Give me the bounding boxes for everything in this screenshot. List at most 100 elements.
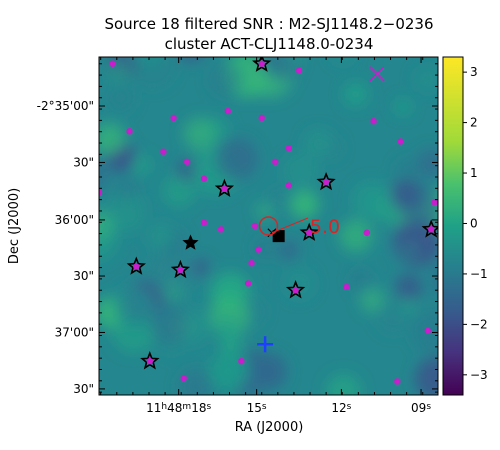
noise-blob (147, 222, 174, 249)
star-center-dot (221, 185, 228, 193)
noise-blob (132, 57, 164, 66)
star-center-dot (258, 60, 265, 67)
source-dot (363, 229, 371, 236)
noise-blob (150, 307, 189, 346)
noise-blob (267, 57, 299, 82)
colorbar-tick-label: −1 (470, 267, 488, 281)
x-tick-label: 12s (331, 401, 351, 415)
star-center-dot (146, 358, 154, 365)
y-tick-label: -2°35'00" (37, 99, 94, 113)
colorbar-tick-label: 2 (470, 116, 478, 130)
colorbar-gradient (442, 56, 464, 396)
source-dot (285, 182, 293, 189)
noise-blob (395, 158, 420, 183)
snr-annotation: 5.0 (310, 216, 340, 238)
y-tick-label: 30" (73, 269, 94, 283)
star-center-dot (322, 178, 330, 186)
noise-blob (395, 273, 423, 302)
source-dot (248, 259, 255, 267)
y-axis-label: Dec (J2000) (7, 188, 22, 264)
y-tick-label: 30" (73, 155, 94, 169)
source-dot (224, 107, 232, 115)
source-dot (238, 358, 245, 365)
source-dot (183, 158, 191, 165)
noise-blob (400, 241, 420, 260)
noise-blob (414, 357, 438, 395)
magenta-x-marker (369, 66, 385, 82)
source-dot (295, 67, 303, 74)
source-dot (200, 219, 208, 226)
source-dot (109, 60, 116, 67)
annotation-line (271, 217, 309, 234)
source-dot (397, 138, 404, 145)
noise-blob (351, 270, 372, 291)
noise-blob (352, 181, 391, 220)
noise-blob (178, 369, 214, 395)
star-marker (214, 178, 235, 198)
source-dot (258, 114, 265, 122)
source-markers (99, 57, 438, 385)
x-axis: 11h48m18s 15s 12s 09s (100, 57, 431, 415)
noise-blob (119, 288, 155, 324)
colorbar-tick-label: −2 (470, 317, 488, 331)
noise-blob (99, 209, 115, 240)
noise-blob (208, 352, 247, 391)
noise-blob (304, 129, 333, 157)
filled-star-marker (182, 234, 199, 250)
source-dot (272, 158, 279, 165)
blue-plus-marker (257, 336, 274, 353)
x-tick-label: 09s (411, 401, 431, 415)
noise-blob (149, 249, 194, 294)
y-tick-label: 37'00" (55, 325, 94, 339)
noise-blob (360, 288, 386, 313)
star-marker (252, 57, 272, 72)
noise-blob (162, 174, 196, 208)
colorbar-tick-label: −3 (470, 368, 488, 382)
noise-blob (343, 81, 369, 107)
colorbar-ticks: −3 −2 −1 0 1 2 3 (463, 65, 488, 382)
source-dot (255, 246, 262, 253)
source-dot (180, 374, 187, 382)
colorbar-tick-label: 0 (470, 216, 478, 230)
plot-frame (98, 56, 439, 396)
colorbar: −3 −2 −1 0 1 2 3 (442, 56, 488, 396)
colorbar-tick-label: 3 (470, 65, 478, 79)
noise-blob (255, 203, 272, 220)
star-center-dot (292, 287, 299, 294)
heatmap-field (99, 57, 438, 395)
y-tick-label: 30" (73, 382, 94, 396)
noise-blob (106, 189, 147, 230)
y-axis: -2°35'00" 30" 36'00" 30" 37'00" 30" (37, 63, 438, 396)
square-marker (272, 230, 285, 243)
star-center-dot (305, 229, 313, 236)
noise-blob (99, 160, 109, 192)
noise-blob (99, 123, 126, 155)
noise-blob (325, 373, 362, 395)
noise-blob (209, 63, 242, 96)
x-tick-label: 15s (247, 401, 267, 415)
source-dot (251, 222, 259, 230)
noise-blob (216, 319, 238, 341)
noise-blob (244, 347, 264, 367)
star-marker (285, 280, 306, 299)
star-center-dot (428, 226, 435, 233)
source-dot (394, 378, 401, 385)
noise-blob (332, 57, 354, 64)
noise-blob (129, 57, 176, 88)
noise-blob (255, 238, 275, 258)
plot-area: 5.0 (98, 56, 439, 396)
noise-blob (268, 188, 289, 208)
source-dot (126, 128, 133, 135)
noise-blob (414, 65, 438, 93)
star-marker (126, 256, 146, 275)
noise-blob (179, 57, 203, 63)
source-dot (343, 283, 350, 291)
source-dot (424, 327, 432, 334)
x-tick-label: 11h48m18s (146, 401, 211, 415)
noise-blob (278, 240, 299, 260)
noise-blob (282, 152, 319, 189)
noise-blob (399, 186, 438, 230)
colorbar-tick-label: 1 (470, 166, 478, 180)
source-dot (370, 118, 377, 125)
